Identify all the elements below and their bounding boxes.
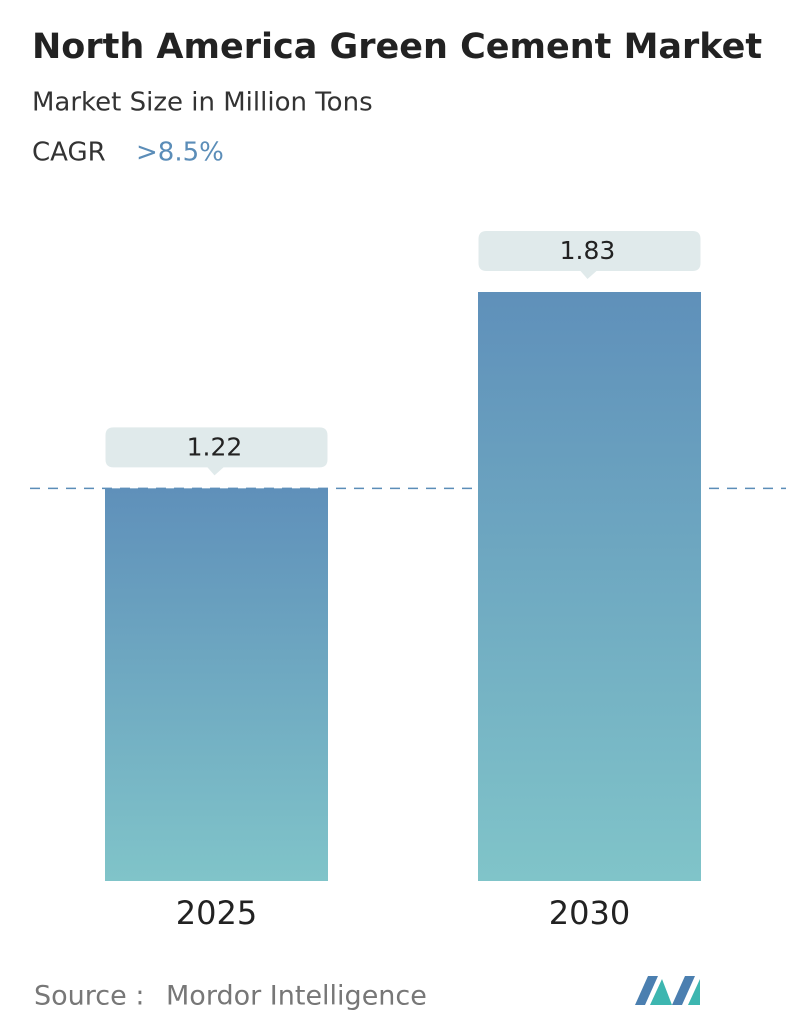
value-bubble — [478, 231, 701, 279]
chart-subtitle: Market Size in Million Tons — [32, 88, 373, 118]
bar — [105, 488, 328, 881]
logo — [635, 976, 700, 1005]
chart-title: North America Green Cement Market — [32, 27, 762, 67]
x-tick-label: 2030 — [549, 894, 630, 932]
cagr-label: CAGR — [32, 138, 106, 168]
source-label: Source : — [34, 981, 144, 1012]
cagr-value: >8.5% — [136, 138, 224, 168]
value-label: 1.83 — [560, 236, 616, 265]
x-tick-label: 2025 — [176, 894, 257, 932]
value-bubble — [105, 427, 328, 476]
bar — [478, 292, 701, 881]
value-label: 1.22 — [187, 432, 243, 461]
source: Mordor Intelligence — [166, 981, 427, 1012]
